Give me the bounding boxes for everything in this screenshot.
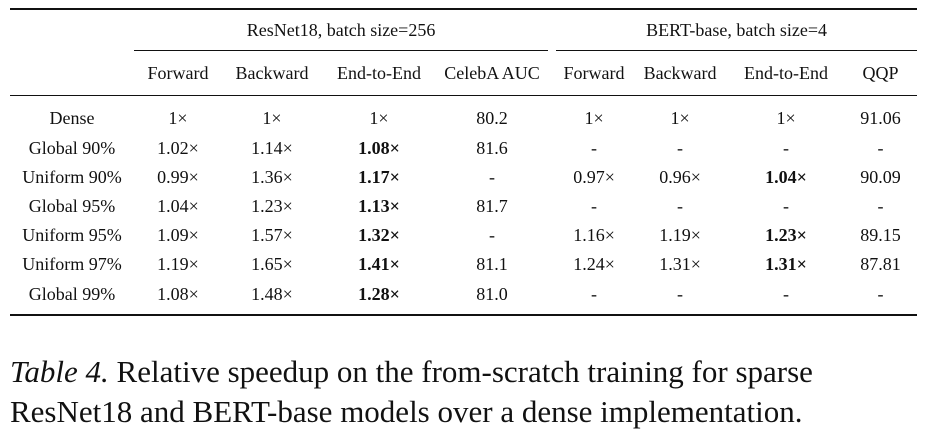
group-header-bert: BERT-base, batch size=4 <box>556 8 918 51</box>
table-cell: - <box>877 138 884 158</box>
column-header-backward: Backward <box>222 50 322 96</box>
table-cell: 1.23× <box>765 225 807 245</box>
row-label: Uniform 97% <box>22 254 122 274</box>
table-cell: 80.2 <box>476 107 508 128</box>
table-cell: 1× <box>262 107 282 128</box>
table-cell: 1.14× <box>251 138 293 158</box>
table-row: Uniform 97% 1.19× 1.65× 1.41× 81.1 1.24×… <box>10 250 917 279</box>
table-cell: 1.31× <box>659 254 701 274</box>
table-cell: 89.15 <box>860 225 901 245</box>
table-cell: - <box>591 138 598 158</box>
group-header-resnet: ResNet18, batch size=256 <box>134 8 549 51</box>
table-cell: 0.99× <box>157 167 199 187</box>
caption-label: Table 4. <box>10 354 109 389</box>
table-cell: 1.17× <box>358 167 400 187</box>
table-cell: 1.08× <box>134 279 222 316</box>
table-cell: 1.09× <box>157 225 199 245</box>
table-cell: 1.02× <box>157 138 199 158</box>
table-cell: - <box>632 279 729 316</box>
row-label: Global 90% <box>28 138 116 158</box>
table-cell: 1.19× <box>659 225 701 245</box>
table-cell: - <box>844 279 918 316</box>
table-cell: - <box>489 225 496 245</box>
table-caption: Table 4. Relative speedup on the from-sc… <box>10 352 920 432</box>
table-cell: 1.28× <box>322 279 436 316</box>
table-cell: 1× <box>670 107 690 128</box>
group-header-row: ResNet18, batch size=256 BERT-base, batc… <box>10 8 918 51</box>
table-cell: 1× <box>168 107 188 128</box>
table-cell: - <box>556 279 633 316</box>
table-cell: 1.41× <box>358 254 400 274</box>
column-header-forward: Forward <box>134 50 222 96</box>
table-cell: 81.7 <box>476 196 508 216</box>
table-cell: 1.65× <box>251 254 293 274</box>
column-header-backward: Backward <box>632 50 729 96</box>
row-label: Uniform 95% <box>22 225 122 245</box>
table-cell: 1.57× <box>251 225 293 245</box>
row-label: Global 95% <box>28 196 116 216</box>
table-row: Uniform 90% 0.99× 1.36× 1.17× - 0.97× 0.… <box>10 163 917 192</box>
column-header-qqp: QQP <box>844 50 918 96</box>
table-cell: 0.97× <box>573 167 615 187</box>
row-label: Uniform 90% <box>22 167 122 187</box>
table-cell: - <box>728 279 845 316</box>
row-label: Dense <box>49 107 95 128</box>
column-header-row: Forward Backward End-to-End CelebA AUC F… <box>10 50 918 96</box>
table-cell: - <box>591 196 598 216</box>
table-cell: 1.31× <box>765 254 807 274</box>
table-cell: 81.6 <box>476 138 508 158</box>
table-row: Dense 1× 1× 1× 80.2 1× 1× 1× 91.06 <box>10 96 917 135</box>
table-cell: 1.32× <box>358 225 400 245</box>
column-header-end-to-end: End-to-End <box>322 50 436 96</box>
table-cell: - <box>877 196 884 216</box>
table-cell: 1.16× <box>573 225 615 245</box>
table-cell: - <box>677 138 684 158</box>
table-cell: 81.0 <box>436 279 549 316</box>
table-cell: 1.04× <box>157 196 199 216</box>
table-cell: 91.06 <box>860 107 901 128</box>
table-row: Global 95% 1.04× 1.23× 1.13× 81.7 - - - … <box>10 192 917 221</box>
table-row: Global 99% 1.08× 1.48× 1.28× 81.0 - - - … <box>10 279 918 316</box>
table-cell: 1× <box>369 107 389 128</box>
table-cell: 1.04× <box>765 167 807 187</box>
column-header-forward: Forward <box>556 50 633 96</box>
row-label: Global 99% <box>10 279 134 316</box>
table-cell: 1.23× <box>251 196 293 216</box>
table-cell: 87.81 <box>860 254 901 274</box>
table-cell: 81.1 <box>476 254 508 274</box>
table-cell: 1.19× <box>157 254 199 274</box>
caption-text: Relative speedup on the from-scratch tra… <box>10 354 813 429</box>
table-cell: 1.36× <box>251 167 293 187</box>
table-cell: 90.09 <box>860 167 901 187</box>
column-header-end-to-end: End-to-End <box>728 50 845 96</box>
table-cell: 0.96× <box>659 167 701 187</box>
table-cell: - <box>489 167 496 187</box>
table-cell: 1× <box>584 107 604 128</box>
speedup-table: ResNet18, batch size=256 BERT-base, batc… <box>10 8 918 316</box>
table-row: Uniform 95% 1.09× 1.57× 1.32× - 1.16× 1.… <box>10 221 917 250</box>
column-header-celeba-auc: CelebA AUC <box>436 50 549 96</box>
table-cell: 1.08× <box>358 138 400 158</box>
table-row: Global 90% 1.02× 1.14× 1.08× 81.6 - - - … <box>10 134 917 163</box>
speedup-table-container: ResNet18, batch size=256 BERT-base, batc… <box>10 8 918 316</box>
table-cell: - <box>783 138 790 158</box>
table-cell: 1× <box>776 107 796 128</box>
table-cell: - <box>677 196 684 216</box>
table-cell: 1.13× <box>358 196 400 216</box>
table-cell: 1.24× <box>573 254 615 274</box>
table-cell: - <box>783 196 790 216</box>
table-cell: 1.48× <box>222 279 322 316</box>
